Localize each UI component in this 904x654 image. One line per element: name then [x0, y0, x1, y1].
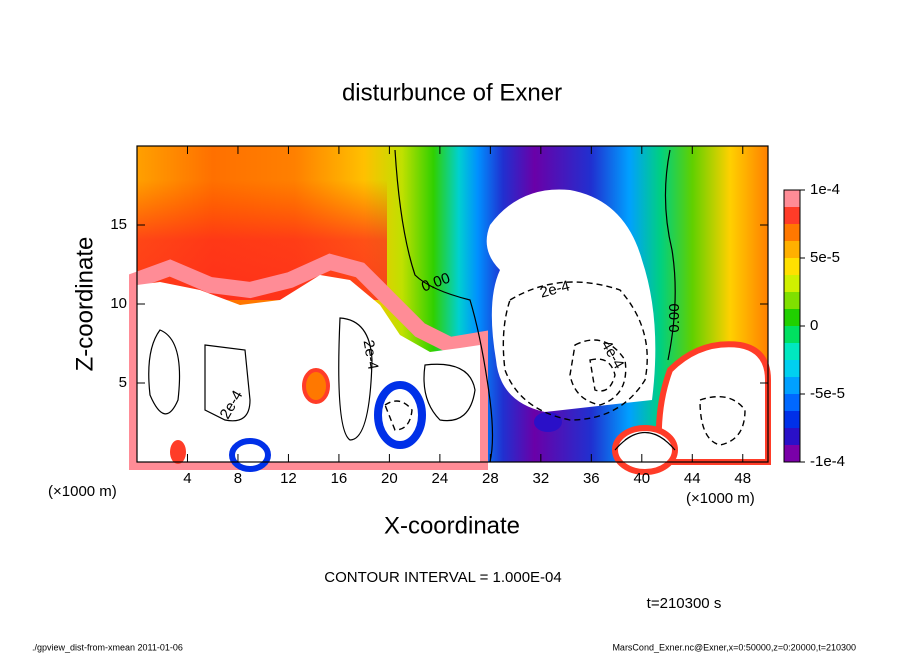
x-tick-label: 4: [183, 470, 191, 487]
footer-left: ./gpview_dist-from-xmean 2011-01-06: [32, 642, 183, 652]
y-tick-label: 10: [110, 295, 127, 312]
y-axis-label: Z-coordinate: [71, 237, 98, 372]
colorbar-band: [784, 241, 800, 258]
x-axis-label: X-coordinate: [384, 512, 520, 539]
x-tick-label: 44: [684, 470, 701, 487]
x-tick-label: 32: [532, 470, 549, 487]
colorbar-band: [784, 224, 800, 241]
colorbar-tick-label: 0: [810, 317, 818, 334]
colorbar-band: [784, 275, 800, 292]
colorbar-band: [784, 343, 800, 360]
colorbar-tick-label: 5e-5: [810, 249, 840, 266]
colorbar-band: [784, 377, 800, 394]
colorbar-band: [784, 309, 800, 326]
x-tick-label: 20: [381, 470, 398, 487]
colorbar-band: [784, 258, 800, 275]
colorbar-tick-label: -5e-5: [810, 385, 845, 402]
contour-interval: CONTOUR INTERVAL = 1.000E-04: [324, 569, 561, 586]
x-tick-label: 40: [633, 470, 650, 487]
colorbar-band: [784, 292, 800, 309]
colorbar-band: [784, 190, 800, 207]
y-tick-label: 15: [110, 216, 127, 233]
y-tick-label: 5: [119, 374, 127, 391]
x-tick-label: 12: [280, 470, 297, 487]
chart-title: disturbunce of Exner: [342, 79, 562, 106]
x-unit-right: (×1000 m): [686, 490, 755, 507]
contour-label: 2e-4: [360, 339, 382, 372]
x-tick-label: 16: [331, 470, 348, 487]
colorbar-band: [784, 428, 800, 445]
time-label: t=210300 s: [647, 595, 722, 612]
x-unit-left: (×1000 m): [48, 483, 117, 500]
colorbar-band: [784, 326, 800, 343]
x-tick-label: 36: [583, 470, 600, 487]
colorbar-band: [784, 394, 800, 411]
footer-right: MarsCond_Exner.nc@Exner,x=0:50000,z=0:20…: [612, 642, 856, 652]
contour-label: 0.00: [666, 303, 683, 332]
colorbar-tick-label: 1e-4: [810, 181, 840, 198]
colorbar-band: [784, 207, 800, 224]
colorbar-band: [784, 445, 800, 462]
field: [129, 146, 771, 475]
x-tick-label: 48: [734, 470, 751, 487]
colorbar-tick-label: -1e-4: [810, 453, 845, 470]
colorbar-band: [784, 360, 800, 377]
x-tick-label: 24: [432, 470, 449, 487]
colorbar-band: [784, 411, 800, 428]
x-tick-label: 28: [482, 470, 499, 487]
x-tick-label: 8: [234, 470, 242, 487]
